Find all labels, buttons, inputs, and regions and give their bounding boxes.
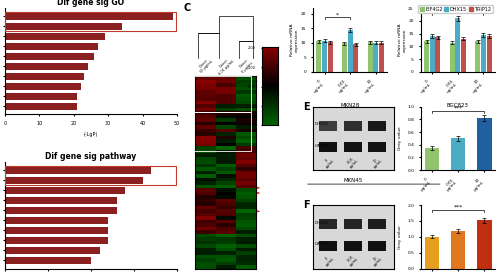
Y-axis label: Gray value: Gray value — [398, 225, 402, 249]
Text: BGC823: BGC823 — [447, 107, 469, 112]
Bar — [379, 42, 384, 72]
Text: ***: *** — [454, 106, 463, 111]
Bar — [436, 38, 440, 72]
Bar — [5, 73, 84, 80]
Bar — [368, 219, 386, 229]
Bar — [5, 197, 116, 204]
Text: 0
µg/mL: 0 µg/mL — [322, 253, 336, 267]
Bar — [451, 138, 466, 170]
Bar — [450, 42, 455, 72]
Bar — [476, 41, 480, 72]
Bar — [316, 41, 322, 72]
Bar — [348, 30, 352, 72]
Bar — [5, 247, 100, 254]
Bar — [424, 41, 429, 72]
Text: 10
µg/mL: 10 µg/mL — [370, 155, 384, 169]
Text: DHX15: DHX15 — [314, 122, 328, 126]
Bar — [430, 36, 435, 72]
Text: C: C — [184, 3, 191, 13]
Bar — [451, 231, 466, 269]
Bar — [5, 227, 108, 234]
Text: E: E — [303, 102, 310, 112]
Bar — [5, 53, 94, 59]
Bar — [424, 237, 439, 269]
Title: Dif gene sig pathway: Dif gene sig pathway — [46, 153, 136, 161]
Bar — [477, 118, 492, 170]
Bar — [5, 83, 80, 90]
Bar — [344, 142, 362, 152]
Bar — [461, 39, 466, 72]
Text: F: F — [303, 200, 310, 210]
Bar — [5, 217, 108, 224]
Bar — [5, 13, 173, 19]
Bar — [320, 121, 338, 131]
Text: 10
µg/mL: 10 µg/mL — [370, 253, 384, 267]
Text: 0.01
µg/mL: 0.01 µg/mL — [346, 155, 360, 169]
Bar — [5, 187, 126, 194]
Text: D: D — [287, 0, 295, 2]
Bar — [342, 43, 347, 72]
Bar — [486, 36, 492, 72]
Bar — [5, 207, 116, 214]
Bar — [320, 219, 338, 229]
Y-axis label: Gray value: Gray value — [398, 127, 402, 150]
Text: 0.01
µg/mL: 0.01 µg/mL — [346, 253, 360, 267]
Bar — [328, 42, 332, 72]
Bar — [424, 148, 439, 170]
Bar — [344, 219, 362, 229]
Bar — [5, 237, 108, 244]
Bar — [5, 43, 98, 50]
Text: 0
µg/mL: 0 µg/mL — [322, 155, 336, 169]
Legend: EIF4G2, DHX15, TRIP12: EIF4G2, DHX15, TRIP12 — [418, 5, 492, 13]
Text: GAPDH: GAPDH — [314, 242, 330, 246]
Bar — [5, 257, 91, 264]
Text: BGC823: BGC823 — [447, 103, 469, 108]
X-axis label: (-LgP): (-LgP) — [84, 132, 98, 137]
Bar — [5, 63, 87, 70]
Bar — [344, 121, 362, 131]
Bar — [190, 76, 250, 112]
Bar — [368, 142, 386, 152]
Text: *: * — [456, 9, 460, 14]
Text: GAPDH: GAPDH — [314, 144, 330, 148]
Text: MKN28: MKN28 — [340, 103, 359, 108]
Bar — [5, 103, 77, 110]
Bar — [320, 142, 338, 152]
Bar — [5, 167, 151, 174]
Bar — [481, 35, 486, 72]
Text: DHX15: DHX15 — [314, 221, 328, 225]
Text: MKN45: MKN45 — [344, 178, 363, 182]
Bar — [5, 177, 142, 184]
Bar — [320, 241, 338, 251]
Bar — [190, 112, 250, 152]
Bar — [5, 33, 104, 39]
Bar — [368, 241, 386, 251]
Bar — [368, 42, 372, 72]
Bar — [456, 18, 460, 72]
Bar — [322, 41, 327, 72]
Bar — [344, 241, 362, 251]
Bar — [5, 23, 122, 30]
Bar — [477, 220, 492, 269]
Text: MKN28: MKN28 — [340, 107, 359, 112]
Text: *: * — [336, 12, 339, 17]
Text: ***: *** — [454, 205, 463, 210]
Bar — [5, 93, 77, 100]
Title: Dif gene sig GO: Dif gene sig GO — [58, 0, 124, 7]
Y-axis label: Relative mRNA
expression: Relative mRNA expression — [398, 24, 406, 56]
Y-axis label: Relative mRNA
expression: Relative mRNA expression — [290, 24, 299, 56]
Bar — [368, 121, 386, 131]
Bar — [373, 43, 378, 72]
Bar — [353, 44, 358, 72]
